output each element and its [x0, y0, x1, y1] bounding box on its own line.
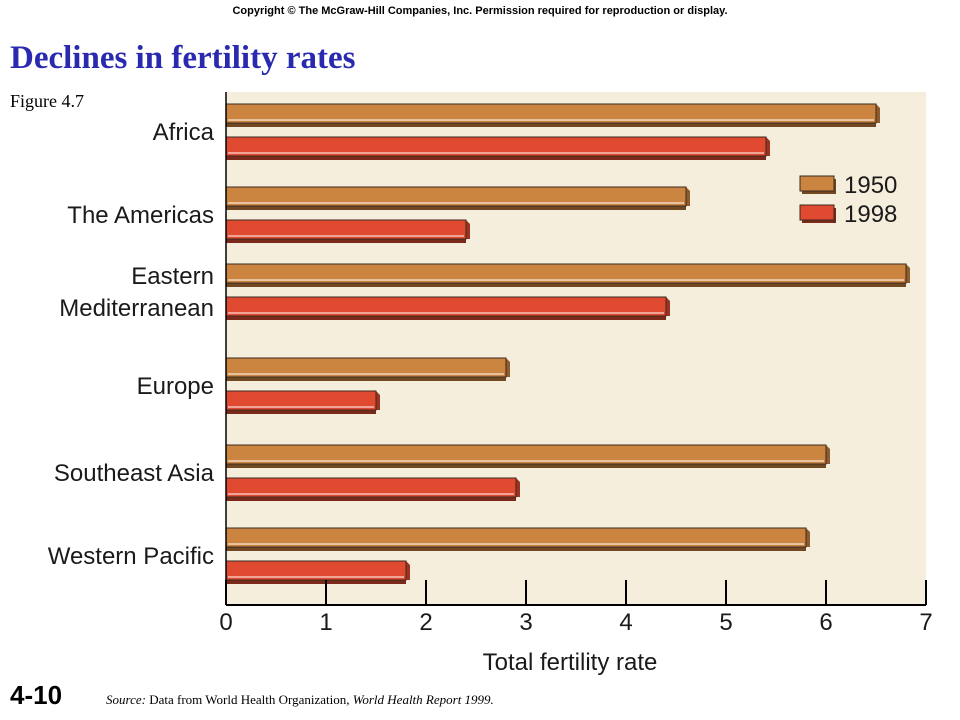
x-tick-label: 4 [619, 609, 632, 636]
source-prefix: Source: [106, 692, 146, 707]
category-label: Europe [137, 373, 214, 400]
bar-side [766, 137, 770, 156]
figure-label: Figure 4.7 [10, 91, 84, 111]
x-tick-label: 0 [219, 609, 232, 636]
bar-side [876, 104, 880, 123]
category-label: Mediterranean [59, 295, 214, 322]
category-label: Eastern [131, 263, 214, 290]
source-text: Data from World Health Organization, [149, 692, 350, 707]
bar-side [806, 528, 810, 547]
source-report: World Health Report 1999. [352, 692, 494, 707]
legend-swatch [799, 204, 835, 221]
x-tick-label: 5 [719, 609, 732, 636]
x-tick-label: 7 [919, 609, 932, 636]
bar-side [376, 391, 380, 410]
bar-side [506, 358, 510, 377]
x-tick-label: 6 [819, 609, 832, 636]
x-tick-label: 2 [419, 609, 432, 636]
bar-side [906, 264, 910, 283]
page-title: Declines in fertility rates [10, 40, 356, 76]
source-note: Source: Data from World Health Organizat… [106, 692, 494, 708]
bar-side [686, 187, 690, 206]
category-label: Western Pacific [48, 543, 214, 570]
x-tick-label: 1 [319, 609, 332, 636]
bar-side [826, 445, 830, 464]
bar-side [666, 297, 670, 316]
copyright-notice: Copyright © The McGraw-Hill Companies, I… [232, 5, 728, 17]
bar-side [466, 220, 470, 239]
category-label: Africa [153, 119, 215, 146]
legend-swatch [799, 175, 835, 192]
legend-label: 1950 [844, 172, 897, 199]
x-tick-label: 3 [519, 609, 532, 636]
category-label: The Americas [67, 202, 214, 229]
legend-label: 1998 [844, 201, 897, 228]
bar-side [516, 478, 520, 497]
bar-side [406, 561, 410, 580]
category-label: Southeast Asia [54, 460, 215, 487]
slide-number: 4-10 [10, 680, 63, 710]
x-axis-label: Total fertility rate [483, 649, 658, 676]
